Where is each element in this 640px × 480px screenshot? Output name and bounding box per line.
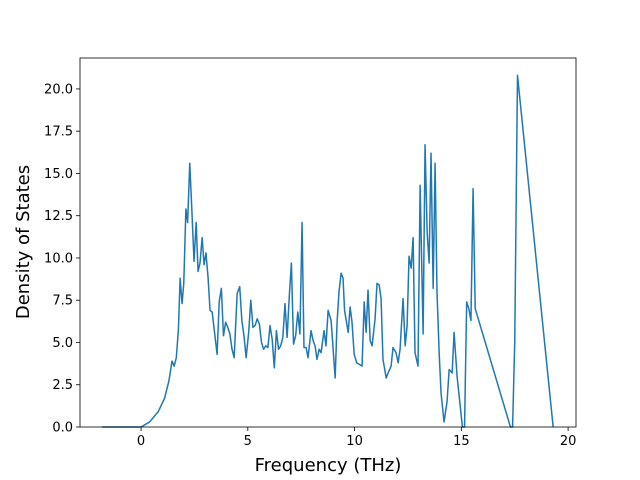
y-tick-label: 12.5 xyxy=(44,209,73,224)
dos-line xyxy=(101,74,554,428)
y-tick-label: 17.5 xyxy=(44,125,73,140)
y-tick-label: 15.0 xyxy=(44,167,73,182)
y-tick-label: 20.0 xyxy=(44,82,73,97)
x-tick-label: 15 xyxy=(453,434,470,449)
y-tick-label: 7.5 xyxy=(52,294,73,309)
y-tick-label: 2.5 xyxy=(52,378,73,393)
y-axis-label: Density of States xyxy=(13,165,34,319)
x-axis-label: Frequency (THz) xyxy=(255,455,402,476)
x-tick-label: 5 xyxy=(244,434,252,449)
x-tick-label: 10 xyxy=(346,434,363,449)
x-tick-label: 20 xyxy=(560,434,577,449)
y-tick-label: 10.0 xyxy=(44,251,73,266)
plot-frame xyxy=(79,57,577,428)
y-tick-label: 5.0 xyxy=(52,336,73,351)
x-tick-label: 0 xyxy=(137,434,145,449)
y-tick-label: 0.0 xyxy=(52,421,73,436)
